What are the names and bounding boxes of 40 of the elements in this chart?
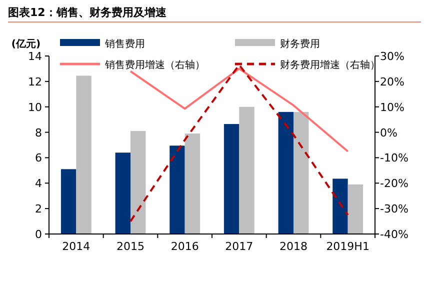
y-tick-label: 8 bbox=[35, 126, 42, 140]
x-tick-label: 2018 bbox=[280, 240, 308, 253]
legend-label: 销售费用 bbox=[104, 38, 145, 50]
legend-label: 财务费用增速（右轴） bbox=[280, 59, 380, 71]
y2-tick-label: -30% bbox=[380, 202, 408, 216]
y2-tick-label: -40% bbox=[380, 228, 408, 241]
y2-tick-label: 10% bbox=[380, 100, 404, 114]
y-tick-label: 14 bbox=[28, 50, 42, 63]
y2-tick-label: 20% bbox=[380, 75, 404, 88]
bar bbox=[294, 112, 309, 234]
x-tick-label: 2014 bbox=[62, 240, 90, 253]
bar bbox=[115, 152, 130, 234]
x-tick-label: 2015 bbox=[116, 240, 144, 253]
bar bbox=[332, 178, 348, 234]
y-tick-label: 6 bbox=[35, 152, 42, 165]
y-tick-label: 10 bbox=[28, 100, 42, 114]
y2-tick-label: -10% bbox=[380, 152, 408, 165]
y2-tick-label: -20% bbox=[380, 177, 408, 190]
bar bbox=[239, 106, 254, 234]
x-tick-label: 2019H1 bbox=[326, 240, 370, 253]
y-tick-label: 4 bbox=[35, 177, 42, 190]
y-tick-label: 0 bbox=[35, 228, 42, 241]
y2-tick-label: 30% bbox=[380, 50, 404, 63]
bar bbox=[170, 146, 185, 234]
chart-title: 图表12：销售、财务费用及增速 bbox=[8, 6, 168, 19]
y-axis-title: (亿元) bbox=[11, 38, 41, 50]
x-tick-label: 2016 bbox=[170, 240, 199, 253]
bar bbox=[184, 134, 200, 234]
bar bbox=[224, 124, 240, 234]
bar bbox=[60, 169, 76, 234]
bar bbox=[130, 131, 146, 234]
bar bbox=[348, 184, 364, 234]
legend-label: 销售费用增速（右轴） bbox=[104, 59, 205, 71]
bar bbox=[278, 112, 294, 234]
x-tick-label: 2017 bbox=[225, 240, 254, 253]
bar bbox=[76, 76, 92, 234]
y-tick-label: 12 bbox=[28, 75, 42, 88]
legend-label: 财务费用 bbox=[280, 38, 320, 50]
y2-tick-label: 0% bbox=[380, 126, 398, 140]
y-tick-label: 2 bbox=[35, 202, 42, 216]
